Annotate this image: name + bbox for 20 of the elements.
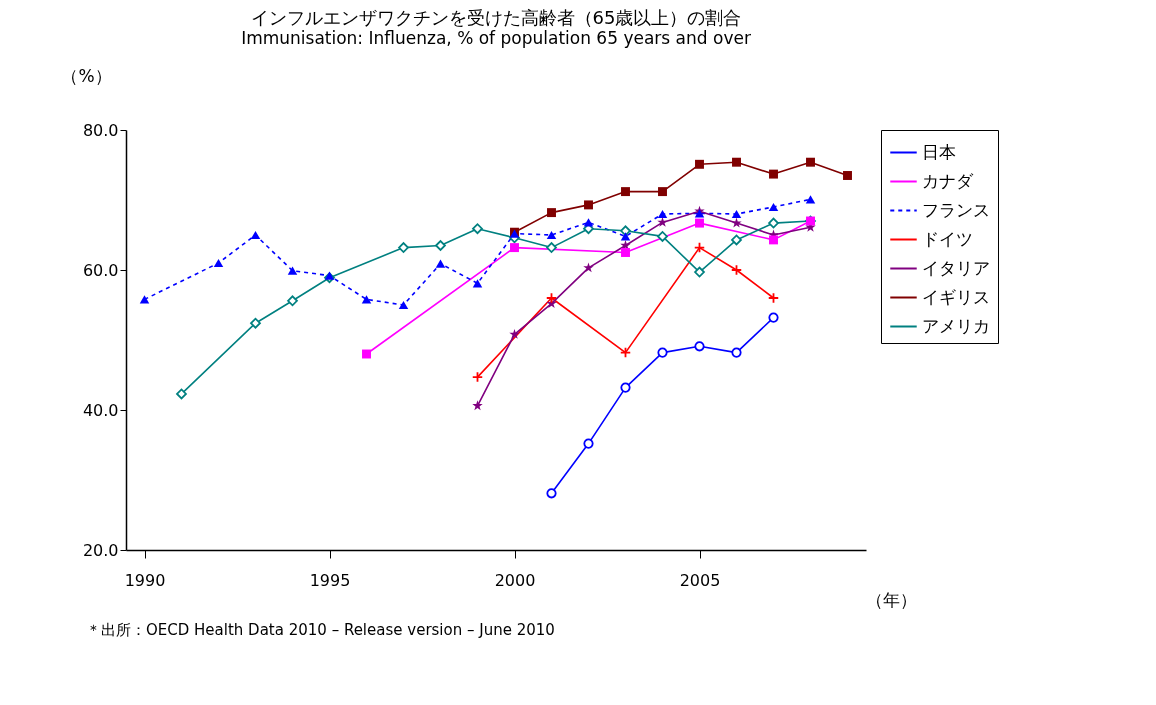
legend-label: カナダ [922,170,974,191]
x-axis-title: （年） [865,589,917,610]
x-tick-label: 2005 [679,570,721,590]
legend-label: イギリス [922,286,990,307]
legend-label: フランス [922,199,990,220]
legend-label: イタリア [922,257,990,278]
legend-label: ドイツ [922,228,973,249]
y-tick-label: 40.0 [82,400,119,420]
y-tick-label: 20.0 [82,540,119,560]
text: ＊出所：OECD Health Data 2010 – Release version – June 2010 [86,621,555,639]
y-tick-label: 60.0 [82,260,119,280]
legend-label: 日本 [922,141,956,162]
x-tick-label: 1990 [124,570,166,590]
y-tick-label: 80.0 [82,120,119,140]
chart-subtitle: Immunisation: Influenza, % of population 65 years and over [241,28,751,48]
x-tick-label: 2000 [494,570,536,590]
y-axis-title: （%） [61,65,112,86]
chart-title: インフルエンザワクチンを受けた高齢者（65歳以上）の割合 [250,7,742,28]
legend-label: アメリカ [922,315,990,336]
x-tick-label: 1995 [309,570,351,590]
